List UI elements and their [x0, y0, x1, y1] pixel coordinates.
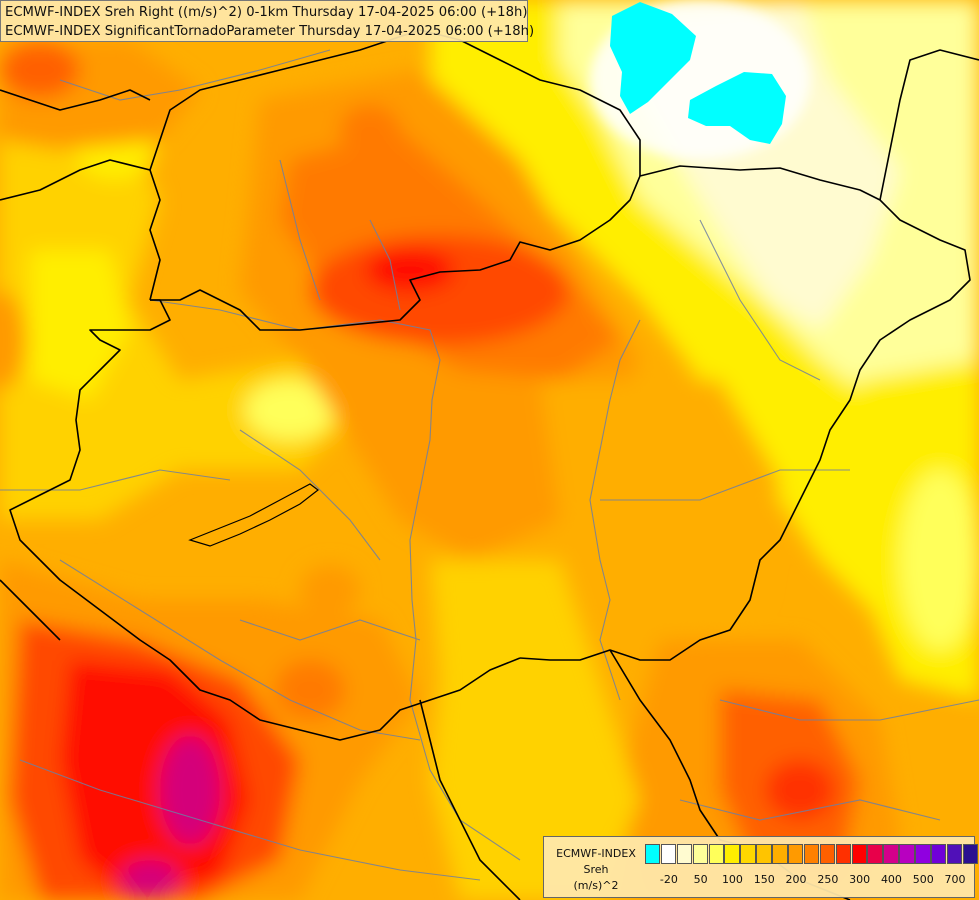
field-yellow-light-e — [900, 470, 979, 650]
legend-tick-label: 100 — [721, 873, 743, 886]
legend-swatch — [708, 844, 724, 864]
legend-title: ECMWF-INDEX Sreh (m/s)^2 — [548, 846, 644, 894]
legend-swatch — [676, 844, 693, 864]
field-yellow-w2 — [30, 250, 130, 400]
legend-tick-label: 700 — [944, 873, 966, 886]
legend-swatches — [645, 844, 979, 864]
legend-unit: (m/s)^2 — [573, 879, 619, 892]
legend-swatch — [851, 844, 867, 864]
river-west-1 — [0, 469, 231, 491]
color-legend: ECMWF-INDEX Sreh (m/s)^2 -20 50 100 150 200 2… — [543, 836, 979, 898]
river-west-2 — [59, 49, 331, 101]
field-red-se — [765, 760, 835, 820]
border-rs-hr — [419, 699, 521, 900]
legend-swatch — [883, 844, 899, 864]
lake-balaton — [188, 483, 319, 547]
border-at-cz — [0, 159, 151, 201]
legend-tick-label: 50 — [693, 873, 708, 886]
field-orange-dark-spot-c — [300, 565, 360, 615]
legend-parameter: Sreh — [583, 863, 609, 876]
border-sw — [0, 579, 61, 641]
legend-swatch — [645, 844, 661, 864]
field-orange-dark-spot — [340, 105, 400, 155]
legend-swatch — [772, 844, 788, 864]
legend-tick-label: 150 — [753, 873, 775, 886]
field-red-orange-nw — [0, 42, 80, 98]
legend-swatch — [867, 844, 883, 864]
field-orange-dark-spot-s — [275, 660, 345, 720]
river-danube — [149, 299, 521, 861]
legend-swatch — [803, 844, 820, 864]
legend-swatch — [946, 844, 963, 864]
field-orange-east — [540, 380, 780, 640]
field-magenta-core — [160, 735, 220, 845]
border-ua-ro-n — [879, 49, 979, 201]
river-sw-1 — [239, 619, 421, 641]
border-sk-hu — [150, 165, 881, 331]
field-magenta-south — [120, 860, 180, 900]
legend-swatch — [962, 844, 979, 864]
legend-swatch — [724, 844, 740, 864]
legend-source: ECMWF-INDEX — [556, 847, 636, 860]
river-tisza — [589, 319, 641, 701]
legend-tick-label: 300 — [849, 873, 871, 886]
river-north-1 — [279, 159, 321, 301]
river-c-1 — [239, 429, 381, 561]
field-yellow-s — [430, 560, 640, 900]
legend-swatch — [835, 844, 852, 864]
border-nw — [0, 89, 151, 111]
border-hu-at-si — [9, 299, 171, 561]
legend-tick-label: 200 — [785, 873, 807, 886]
legend-tick-label: 250 — [817, 873, 839, 886]
legend-tick-label: 500 — [912, 873, 934, 886]
title-line-stp: ECMWF-INDEX SignificantTornadoParameter … — [5, 24, 535, 39]
legend-swatch — [899, 844, 915, 864]
river-sava — [19, 759, 481, 881]
border-cz-sk — [149, 29, 421, 301]
legend-swatch — [819, 844, 836, 864]
field-orange-w-edge — [0, 290, 25, 390]
river-north-2 — [369, 219, 401, 311]
field-red-core — [365, 248, 455, 292]
field-red-orange-core — [310, 235, 570, 345]
legend-swatch — [660, 844, 677, 864]
river-se-1 — [719, 699, 979, 721]
map-title-box: ECMWF-INDEX Sreh Right ((m/s)^2) 0-1km T… — [0, 0, 535, 42]
river-drava — [59, 559, 421, 741]
border-pl-sk — [419, 29, 641, 176]
field-red-sw — [60, 660, 250, 900]
legend-swatch — [756, 844, 772, 864]
legend-swatch — [788, 844, 804, 864]
cyan-area-1 — [610, 2, 696, 114]
legend-swatch — [915, 844, 931, 864]
title-line-sreh: ECMWF-INDEX Sreh Right ((m/s)^2) 0-1km T… — [5, 5, 528, 20]
legend-swatch — [692, 844, 709, 864]
legend-swatch — [740, 844, 756, 864]
legend-tick-label: -20 — [659, 873, 678, 886]
border-hu-ua-ro — [519, 199, 971, 661]
legend-tick-label: 400 — [880, 873, 902, 886]
river-east-1 — [699, 219, 821, 381]
field-yellow-bright-spot — [245, 380, 335, 440]
legend-swatch — [931, 844, 947, 864]
river-se-2 — [679, 799, 941, 821]
cyan-area-2 — [688, 72, 786, 144]
border-hu-rs-hr — [39, 559, 521, 741]
